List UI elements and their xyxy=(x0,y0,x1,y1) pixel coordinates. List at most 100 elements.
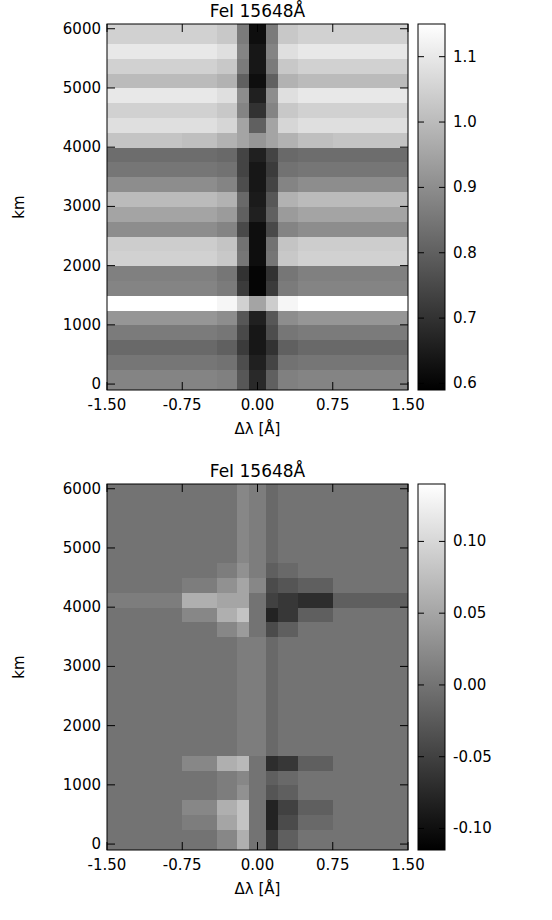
heatmap-cell xyxy=(237,206,250,221)
heatmap-cell xyxy=(182,755,218,770)
y-tick-label: 0 xyxy=(91,835,101,853)
heatmap-cell xyxy=(266,578,279,593)
heatmap-cell xyxy=(298,192,334,207)
heatmap-cell xyxy=(217,147,238,162)
heatmap-cell xyxy=(249,770,266,785)
heatmap-cell xyxy=(298,340,334,355)
heatmap-cell xyxy=(278,563,299,578)
heatmap-cell xyxy=(266,681,279,696)
x-tick-label: -1.50 xyxy=(88,396,127,414)
heatmap-cell xyxy=(278,340,299,355)
y-tick-label: 5000 xyxy=(63,539,101,557)
heatmap-cell xyxy=(237,533,250,548)
heatmap-cell xyxy=(182,637,218,652)
heatmap-cell xyxy=(249,295,266,310)
y-tick-label: 0 xyxy=(91,375,101,393)
y-axis-label: km xyxy=(10,195,28,218)
heatmap-cell xyxy=(237,266,250,281)
heatmap-cell xyxy=(278,44,299,59)
heatmap-cell xyxy=(217,622,238,637)
heatmap-cell xyxy=(266,354,279,369)
y-tick xyxy=(400,206,408,207)
heatmap-cell xyxy=(217,118,238,133)
heatmap-cell xyxy=(182,800,218,815)
heatmap-cell xyxy=(249,369,266,390)
heatmap-cell xyxy=(107,578,183,593)
heatmap-cell xyxy=(217,369,238,390)
heatmap-cell xyxy=(278,607,299,622)
heatmap-cell xyxy=(182,726,218,741)
heatmap-cell xyxy=(249,607,266,622)
heatmap-cell xyxy=(278,310,299,325)
heatmap-cell xyxy=(278,177,299,192)
heatmap-cell xyxy=(249,162,266,177)
heatmap-cell xyxy=(298,681,334,696)
y-tick-label: 3000 xyxy=(63,657,101,675)
colorbar-tick xyxy=(439,684,445,685)
colorbar-tick xyxy=(439,541,445,542)
y-tick xyxy=(400,265,408,266)
colorbar xyxy=(418,484,445,850)
heatmap-cell xyxy=(217,206,238,221)
heatmap-cell xyxy=(278,206,299,221)
colorbar-tick-label: 0.00 xyxy=(453,676,486,694)
heatmap-cell xyxy=(333,295,408,310)
heatmap-cell xyxy=(217,504,238,519)
x-tick xyxy=(107,484,108,492)
x-tick xyxy=(257,24,258,32)
heatmap-cell xyxy=(278,770,299,785)
heatmap-cell xyxy=(333,58,408,73)
heatmap-cell xyxy=(107,192,183,207)
heatmap-cell xyxy=(107,24,183,44)
heatmap-cell xyxy=(217,88,238,103)
heatmap-cell xyxy=(182,518,218,533)
heatmap-cell xyxy=(182,592,218,607)
heatmap-cell xyxy=(333,369,408,390)
heatmap-cell xyxy=(266,280,279,295)
heatmap-cell xyxy=(333,785,408,800)
title: FeI 15648Å xyxy=(210,0,306,21)
heatmap-cell xyxy=(266,484,279,504)
heatmap-cell xyxy=(107,340,183,355)
heatmap-cell xyxy=(107,88,183,103)
y-axis-label: km xyxy=(10,655,28,678)
heatmap-cell xyxy=(107,592,183,607)
heatmap-cell xyxy=(107,637,183,652)
heatmap-cell xyxy=(107,800,183,815)
heatmap-cell xyxy=(107,266,183,281)
heatmap-cell xyxy=(237,44,250,59)
heatmap-cell xyxy=(182,711,218,726)
heatmap-cell xyxy=(266,563,279,578)
heatmap-cell xyxy=(333,280,408,295)
heatmap-cell xyxy=(107,221,183,236)
heatmap-cell xyxy=(298,548,334,563)
heatmap-cell xyxy=(278,726,299,741)
heatmap-cell xyxy=(278,103,299,118)
y-tick-label: 5000 xyxy=(63,79,101,97)
x-tick xyxy=(107,842,108,850)
heatmap-cell xyxy=(217,563,238,578)
heatmap-cell xyxy=(266,592,279,607)
heatmap-cell xyxy=(182,88,218,103)
heatmap-cell xyxy=(182,192,218,207)
heatmap-cell xyxy=(278,829,299,850)
heatmap-cell xyxy=(298,829,334,850)
colorbar-tick xyxy=(418,383,424,384)
y-tick xyxy=(107,384,115,385)
heatmap-cell xyxy=(237,88,250,103)
heatmap-cell xyxy=(217,132,238,147)
heatmap-cell xyxy=(298,800,334,815)
heatmap-cell xyxy=(237,666,250,681)
heatmap-cell xyxy=(278,295,299,310)
heatmap-cell xyxy=(249,622,266,637)
heatmap-cell xyxy=(266,652,279,667)
heatmap-cell xyxy=(107,755,183,770)
heatmap-cell xyxy=(298,325,334,340)
x-tick xyxy=(332,382,333,390)
heatmap-cell xyxy=(249,192,266,207)
heatmap-cell xyxy=(266,548,279,563)
heatmap-cell xyxy=(107,814,183,829)
heatmap-cell xyxy=(266,132,279,147)
heatmap-cell xyxy=(249,147,266,162)
y-tick xyxy=(107,324,115,325)
